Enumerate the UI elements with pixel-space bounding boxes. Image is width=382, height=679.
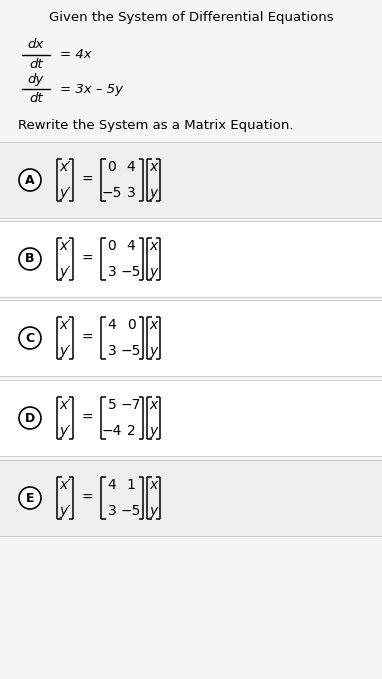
Text: y: y <box>149 186 158 200</box>
Text: =: = <box>81 331 93 345</box>
Text: = 3x – 5y: = 3x – 5y <box>60 83 123 96</box>
Text: dt: dt <box>29 58 43 71</box>
Text: 0: 0 <box>108 160 117 174</box>
Text: −5: −5 <box>121 265 141 279</box>
Text: y′: y′ <box>59 424 71 438</box>
Text: y′: y′ <box>59 344 71 358</box>
Text: 4: 4 <box>126 239 135 253</box>
Text: 3: 3 <box>108 265 117 279</box>
Text: = 4x: = 4x <box>60 48 92 62</box>
Text: A: A <box>25 174 35 187</box>
Text: C: C <box>26 331 34 344</box>
Text: 3: 3 <box>108 504 117 518</box>
Text: x: x <box>149 398 158 412</box>
FancyBboxPatch shape <box>0 300 382 376</box>
Text: =: = <box>81 252 93 266</box>
Text: x: x <box>149 239 158 253</box>
Text: 0: 0 <box>108 239 117 253</box>
Text: y: y <box>149 504 158 518</box>
Text: y: y <box>149 344 158 358</box>
Text: Rewrite the System as a Matrix Equation.: Rewrite the System as a Matrix Equation. <box>18 120 293 132</box>
Text: −5: −5 <box>121 344 141 358</box>
FancyBboxPatch shape <box>0 380 382 456</box>
Text: dx: dx <box>28 39 44 52</box>
Text: dy: dy <box>28 73 44 86</box>
Text: x′: x′ <box>59 398 71 412</box>
Text: y′: y′ <box>59 186 71 200</box>
Text: 4: 4 <box>108 318 117 332</box>
Text: −7: −7 <box>121 398 141 412</box>
Text: x: x <box>149 160 158 174</box>
Text: −5: −5 <box>121 504 141 518</box>
FancyBboxPatch shape <box>0 221 382 297</box>
Text: 1: 1 <box>126 478 136 492</box>
Text: 3: 3 <box>108 344 117 358</box>
Text: −4: −4 <box>102 424 122 438</box>
Text: x′: x′ <box>59 478 71 492</box>
Text: 3: 3 <box>126 186 135 200</box>
Text: B: B <box>25 253 35 265</box>
Text: Given the System of Differential Equations: Given the System of Differential Equatio… <box>49 12 333 24</box>
Text: D: D <box>25 411 35 424</box>
Text: dt: dt <box>29 92 43 105</box>
Text: E: E <box>26 492 34 504</box>
Text: 2: 2 <box>126 424 135 438</box>
FancyBboxPatch shape <box>0 460 382 536</box>
Text: x′: x′ <box>59 318 71 332</box>
Circle shape <box>19 327 41 349</box>
Text: y: y <box>149 265 158 279</box>
Circle shape <box>19 487 41 509</box>
Text: 5: 5 <box>108 398 117 412</box>
Circle shape <box>19 407 41 429</box>
Circle shape <box>19 248 41 270</box>
Text: =: = <box>81 491 93 505</box>
Text: −5: −5 <box>102 186 122 200</box>
Text: =: = <box>81 173 93 187</box>
Text: =: = <box>81 411 93 425</box>
Circle shape <box>19 169 41 191</box>
Text: y′: y′ <box>59 265 71 279</box>
Text: x′: x′ <box>59 160 71 174</box>
Text: x: x <box>149 318 158 332</box>
Text: 4: 4 <box>108 478 117 492</box>
FancyBboxPatch shape <box>0 142 382 218</box>
Text: y: y <box>149 424 158 438</box>
Text: 4: 4 <box>126 160 135 174</box>
Text: y′: y′ <box>59 504 71 518</box>
Text: 0: 0 <box>126 318 135 332</box>
Text: x′: x′ <box>59 239 71 253</box>
Text: x: x <box>149 478 158 492</box>
